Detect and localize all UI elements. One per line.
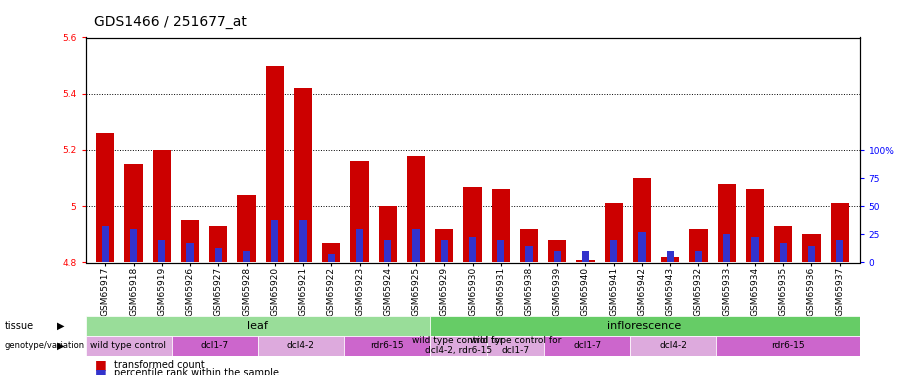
Bar <box>124 164 143 262</box>
Bar <box>266 66 284 262</box>
Bar <box>464 186 482 262</box>
Bar <box>548 240 566 262</box>
Bar <box>610 240 617 262</box>
Bar <box>356 229 363 262</box>
Text: dcl4-2: dcl4-2 <box>286 341 314 350</box>
Text: GDS1466 / 251677_at: GDS1466 / 251677_at <box>94 15 248 29</box>
Bar <box>630 336 716 356</box>
Bar <box>576 260 595 262</box>
Bar <box>379 206 397 262</box>
Bar <box>752 237 759 262</box>
Bar <box>322 243 340 262</box>
Bar <box>808 246 815 262</box>
Bar <box>695 251 702 262</box>
Bar <box>520 229 538 262</box>
Bar <box>662 257 680 262</box>
Bar <box>667 251 674 262</box>
Bar <box>328 254 335 262</box>
Bar <box>350 161 369 262</box>
Bar <box>487 336 544 356</box>
Text: wild type control for
dcl4-2, rdr6-15: wild type control for dcl4-2, rdr6-15 <box>412 336 504 355</box>
Text: tissue: tissue <box>4 321 33 331</box>
Bar <box>497 240 504 262</box>
Bar <box>384 240 392 262</box>
Bar <box>605 203 623 262</box>
Bar <box>407 156 425 262</box>
Bar <box>271 220 278 262</box>
Text: dcl1-7: dcl1-7 <box>201 341 229 350</box>
Bar <box>689 229 707 262</box>
Bar <box>257 336 344 356</box>
Text: transformed count: transformed count <box>114 360 205 369</box>
Text: ▶: ▶ <box>58 321 65 331</box>
Text: rdr6-15: rdr6-15 <box>370 341 403 350</box>
Text: genotype/variation: genotype/variation <box>4 341 85 350</box>
Bar <box>158 240 166 262</box>
Bar <box>802 234 821 262</box>
Text: rdr6-15: rdr6-15 <box>771 341 805 350</box>
Bar <box>441 240 448 262</box>
Bar <box>86 336 172 356</box>
Bar <box>153 150 171 262</box>
Bar <box>209 226 228 262</box>
Bar <box>344 336 429 356</box>
Bar <box>186 243 194 262</box>
Bar <box>526 246 533 262</box>
Text: leaf: leaf <box>248 321 268 331</box>
Text: ■: ■ <box>94 367 106 375</box>
Bar <box>429 336 487 356</box>
Bar <box>102 226 109 262</box>
Text: percentile rank within the sample: percentile rank within the sample <box>114 368 279 375</box>
Text: dcl4-2: dcl4-2 <box>659 341 687 350</box>
Text: wild type control: wild type control <box>91 341 166 350</box>
Text: inflorescence: inflorescence <box>608 321 681 331</box>
Bar <box>717 184 736 262</box>
Bar <box>181 220 199 262</box>
Bar <box>633 178 652 262</box>
Bar <box>544 336 630 356</box>
Bar <box>724 234 730 262</box>
Bar <box>172 336 257 356</box>
Bar <box>238 195 256 262</box>
Bar <box>435 229 454 262</box>
Bar <box>96 133 114 262</box>
Bar <box>638 231 645 262</box>
Bar <box>746 189 764 262</box>
Bar <box>429 316 860 336</box>
Bar <box>469 237 476 262</box>
Bar <box>300 220 307 262</box>
Bar <box>130 229 137 262</box>
Text: ▶: ▶ <box>58 341 65 351</box>
Bar <box>779 243 787 262</box>
Bar <box>836 240 843 262</box>
Bar <box>491 189 510 262</box>
Bar <box>293 88 312 262</box>
Bar <box>243 251 250 262</box>
Bar <box>774 226 792 262</box>
Bar <box>86 316 429 336</box>
Text: wild type control for
dcl1-7: wild type control for dcl1-7 <box>470 336 562 355</box>
Bar <box>716 336 860 356</box>
Bar <box>554 251 561 262</box>
Bar <box>582 251 589 262</box>
Bar <box>412 229 419 262</box>
Bar <box>215 248 221 262</box>
Text: ■: ■ <box>94 358 106 371</box>
Bar <box>831 203 849 262</box>
Text: dcl1-7: dcl1-7 <box>573 341 601 350</box>
